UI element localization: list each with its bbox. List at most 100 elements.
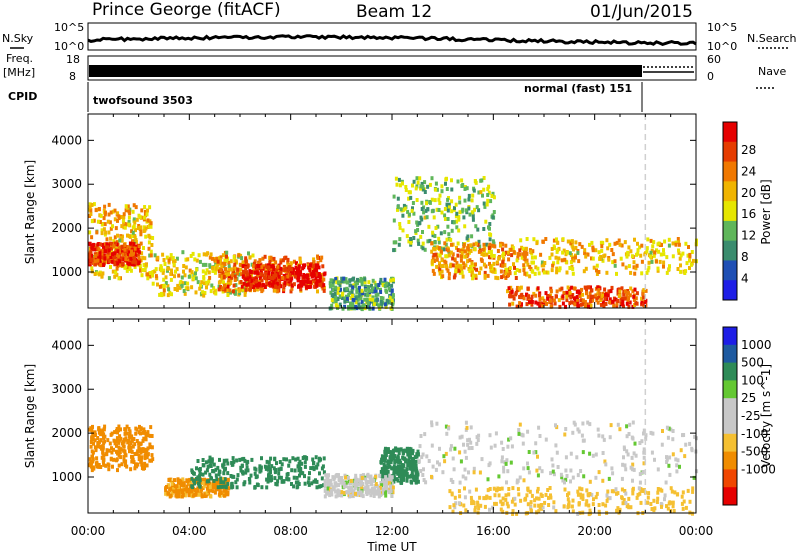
- echo-cell: [645, 246, 649, 251]
- echo-cell: [204, 460, 208, 465]
- echo-cell: [507, 487, 511, 491]
- echo-cell: [585, 291, 588, 296]
- echo-cell: [188, 268, 192, 273]
- echo-cell: [342, 276, 346, 281]
- echo-cell: [483, 275, 487, 280]
- echo-cell: [223, 262, 227, 266]
- echo-cell: [169, 272, 173, 276]
- echo-cell: [107, 467, 111, 472]
- echo-cell: [473, 247, 477, 252]
- echo-cell: [414, 229, 418, 234]
- echo-cell: [603, 296, 607, 301]
- echo-cell: [425, 201, 428, 206]
- echo-cell: [677, 248, 680, 253]
- echo-cell: [285, 281, 289, 286]
- echo-cell: [146, 430, 150, 435]
- echo-cell: [640, 271, 644, 276]
- echo-cell: [93, 259, 97, 264]
- echo-cell: [234, 276, 238, 281]
- echo-cell: [221, 286, 225, 291]
- echo-cell: [129, 467, 133, 472]
- echo-cell: [139, 268, 142, 273]
- echo-cell: [474, 262, 477, 267]
- echo-cell: [652, 240, 656, 245]
- echo-cell: [583, 303, 587, 308]
- echo-cell: [407, 239, 411, 244]
- echo-cell: [196, 280, 200, 285]
- echo-cell: [438, 246, 441, 251]
- echo-cell: [431, 230, 435, 235]
- echo-cell: [222, 467, 226, 472]
- echo-cell: [90, 266, 94, 271]
- echo-cell: [528, 274, 532, 279]
- echo-cell: [125, 268, 129, 273]
- echo-cell: [118, 249, 122, 254]
- echo-cell: [124, 264, 128, 269]
- echo-cell: [343, 304, 347, 309]
- echo-cell: [437, 197, 441, 202]
- echo-cell: [475, 267, 479, 272]
- echo-cell: [505, 458, 509, 463]
- echo-cell: [454, 202, 458, 207]
- echo-cell: [668, 455, 672, 460]
- echo-cell: [345, 490, 349, 495]
- echo-cell: [526, 262, 530, 267]
- echo-cell: [205, 490, 209, 495]
- echo-cell: [462, 215, 466, 220]
- echo-cell: [334, 481, 338, 486]
- freq-panel: Freq. [MHz] 18 8 60 0 Nave: [3, 52, 786, 89]
- echo-cell: [246, 264, 250, 269]
- echo-cell: [518, 422, 522, 427]
- echo-cell: [469, 440, 473, 445]
- echo-cell: [564, 468, 568, 473]
- echo-cell: [193, 492, 197, 497]
- echo-cell: [669, 500, 673, 505]
- echo-cell: [143, 456, 147, 461]
- echo-cell: [169, 253, 173, 258]
- echo-cell: [631, 491, 635, 496]
- echo-cell: [548, 486, 552, 490]
- echo-cell: [258, 264, 262, 268]
- echo-cell: [499, 243, 502, 248]
- echo-cell: [540, 503, 544, 507]
- echo-cell: [433, 234, 437, 238]
- echo-cell: [162, 258, 166, 262]
- echo-cell: [591, 248, 595, 253]
- echo-cell: [234, 283, 238, 288]
- echo-cell: [627, 505, 631, 510]
- echo-cell: [419, 469, 423, 473]
- echo-cell: [209, 488, 213, 493]
- echo-cell: [220, 264, 224, 269]
- echo-cell: [365, 488, 369, 493]
- echo-cell: [224, 287, 228, 292]
- echo-cell: [436, 224, 440, 229]
- echo-cell: [164, 491, 168, 496]
- echo-cell: [649, 250, 653, 255]
- echo-cell: [183, 493, 187, 498]
- echo-cell: [187, 274, 191, 279]
- echo-cell: [485, 202, 489, 207]
- echo-cell: [491, 269, 495, 274]
- echo-cell: [567, 491, 571, 496]
- echo-cell: [401, 473, 405, 478]
- echo-cell: [352, 482, 356, 487]
- echo-cell: [451, 263, 455, 268]
- echo-cell: [340, 490, 344, 495]
- echo-cell: [448, 264, 452, 269]
- echo-cell: [523, 257, 527, 262]
- echo-cell: [331, 475, 335, 480]
- echo-cell: [147, 233, 151, 238]
- echo-cell: [282, 285, 286, 290]
- echo-cell: [240, 457, 244, 462]
- echo-cell: [625, 449, 629, 454]
- echo-cell: [499, 269, 503, 274]
- echo-cell: [183, 487, 187, 492]
- echo-cell: [634, 453, 638, 458]
- echo-cell: [421, 187, 425, 192]
- echo-cell: [167, 258, 171, 263]
- echo-cell: [430, 209, 434, 214]
- echo-cell: [123, 243, 127, 247]
- echo-cell: [610, 285, 614, 290]
- echo-cell: [376, 285, 379, 290]
- echo-cell: [631, 488, 635, 493]
